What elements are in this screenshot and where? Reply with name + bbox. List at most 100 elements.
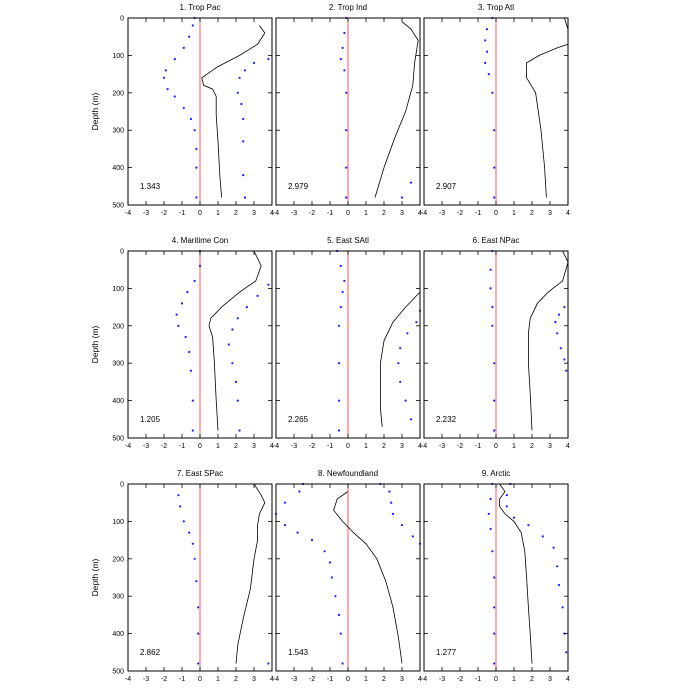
x-tick-label: 4 (270, 443, 274, 450)
x-tick-label: -2 (161, 676, 167, 683)
panel-1: 1. Trop Pac -4 -3 -2 -1 0 1 2 3 4 0 100 200 300 400 500… (90, 3, 274, 217)
x-tick-label: 0 (494, 210, 498, 217)
dotted-profile-point (491, 324, 494, 327)
y-tick-label: 500 (112, 436, 124, 443)
dotted-profile-point (559, 347, 562, 350)
dotted-profile-point (328, 561, 332, 564)
panel-value: 1.277 (436, 648, 457, 657)
x-tick-label: -2 (309, 676, 315, 683)
dotted-profile-point (227, 343, 230, 346)
x-tick-label: 3 (400, 210, 404, 217)
dotted-profile-point (238, 76, 241, 79)
dotted-profile-point (189, 117, 193, 121)
dotted-profile-point (505, 505, 508, 508)
dotted-profile-point (345, 166, 348, 169)
dotted-profile-point (343, 31, 346, 35)
x-tick-label: 3 (400, 676, 404, 683)
panel-7: 7. East SPac -4 -3 -2 -1 0 1 2 3 4 0 100 200 300 400 50… (90, 469, 274, 683)
x-tick-label: -1 (327, 676, 333, 683)
x-tick-label: 0 (494, 443, 498, 450)
dotted-profile-point (493, 399, 496, 402)
dotted-profile-point (188, 35, 191, 38)
y-tick-label: 0 (120, 249, 124, 256)
x-tick-label: 1 (512, 443, 516, 450)
dotted-profile-point (390, 501, 393, 504)
dotted-profile-point (334, 595, 337, 598)
dotted-profile-point (236, 91, 239, 94)
solid-profile-line (526, 17, 569, 198)
x-tick-label: 0 (346, 676, 350, 683)
y-axis-title: Depth (m) (90, 558, 100, 596)
x-tick-label: -3 (143, 210, 149, 217)
dotted-profile-point (337, 429, 341, 432)
dotted-profile-point (337, 362, 341, 365)
x-tick-label: 2 (382, 676, 386, 683)
y-tick-label: 100 (112, 53, 124, 60)
dotted-profile-point (484, 61, 487, 64)
y-tick-label: 400 (112, 165, 124, 172)
x-tick-label: -3 (439, 443, 445, 450)
panel-title: 9. Arctic (482, 469, 510, 478)
dotted-profile-point (267, 662, 270, 665)
x-tick-label: 4 (566, 210, 570, 217)
solid-profile-line (499, 483, 533, 664)
x-tick-label: 2 (382, 210, 386, 217)
x-tick-label: 0 (346, 210, 350, 217)
dotted-profile-point (323, 550, 326, 553)
panel-5: 5. East SAtl -4 -3 -2 -1 0 1 2 3 4 2.265 (273, 236, 422, 450)
dotted-profile-point (193, 279, 196, 282)
y-tick-label: 200 (112, 556, 124, 563)
dotted-profile-point (179, 505, 182, 508)
dotted-profile-point (240, 102, 243, 106)
panel-value: 2.979 (288, 182, 309, 191)
dotted-profile-point (487, 73, 490, 76)
dotted-profile-point (236, 399, 239, 402)
dotted-profile-point (491, 550, 494, 553)
dotted-profile-point (182, 46, 185, 50)
y-tick-label: 300 (112, 594, 124, 601)
dotted-profile-point (341, 662, 344, 665)
dotted-profile-point (388, 490, 391, 493)
dotted-profile-point (231, 362, 234, 365)
dotted-profile-point (391, 512, 395, 516)
dotted-profile-point (563, 306, 566, 309)
dotted-profile-point (193, 129, 196, 132)
dotted-profile-point (310, 539, 314, 542)
x-tick-label: 0 (198, 443, 202, 450)
dotted-profile-point (493, 662, 496, 665)
x-tick-label: -1 (179, 443, 185, 450)
dotted-profile-point (242, 174, 245, 177)
x-tick-label: 3 (548, 210, 552, 217)
panel-2: 2. Trop Ind -4 -3 -2 -1 0 1 2 3 4 2.979 (273, 3, 422, 217)
dotted-profile-point (197, 662, 200, 665)
dotted-profile-point (243, 69, 247, 72)
x-tick-label: 1 (512, 676, 516, 683)
dotted-profile-point (252, 61, 256, 64)
dotted-profile-point (554, 321, 557, 324)
x-tick-label: 2 (234, 443, 238, 450)
x-tick-label: -4 (421, 210, 427, 217)
x-tick-label: 4 (418, 210, 422, 217)
x-tick-label: 3 (252, 210, 256, 217)
dotted-profile-point (173, 58, 176, 61)
x-tick-label: -3 (291, 443, 297, 450)
y-tick-label: 100 (112, 286, 124, 293)
dotted-profile-point (245, 306, 248, 309)
y-tick-label: 200 (112, 90, 124, 97)
dotted-profile-point (234, 380, 238, 383)
x-tick-label: 3 (252, 443, 256, 450)
dotted-profile-point (189, 369, 193, 372)
dotted-profile-point (177, 324, 180, 327)
dotted-profile-point (505, 494, 508, 497)
x-tick-label: 1 (216, 676, 220, 683)
x-tick-label: -2 (161, 210, 167, 217)
dotted-profile-point (345, 196, 348, 199)
x-tick-label: -2 (457, 443, 463, 450)
y-tick-label: 400 (112, 631, 124, 638)
x-tick-label: -2 (309, 210, 315, 217)
dotted-profile-point (339, 632, 342, 635)
dotted-profile-point (341, 291, 344, 294)
x-tick-label: -3 (143, 676, 149, 683)
x-tick-label: 2 (234, 210, 238, 217)
dotted-profile-point (195, 166, 198, 169)
